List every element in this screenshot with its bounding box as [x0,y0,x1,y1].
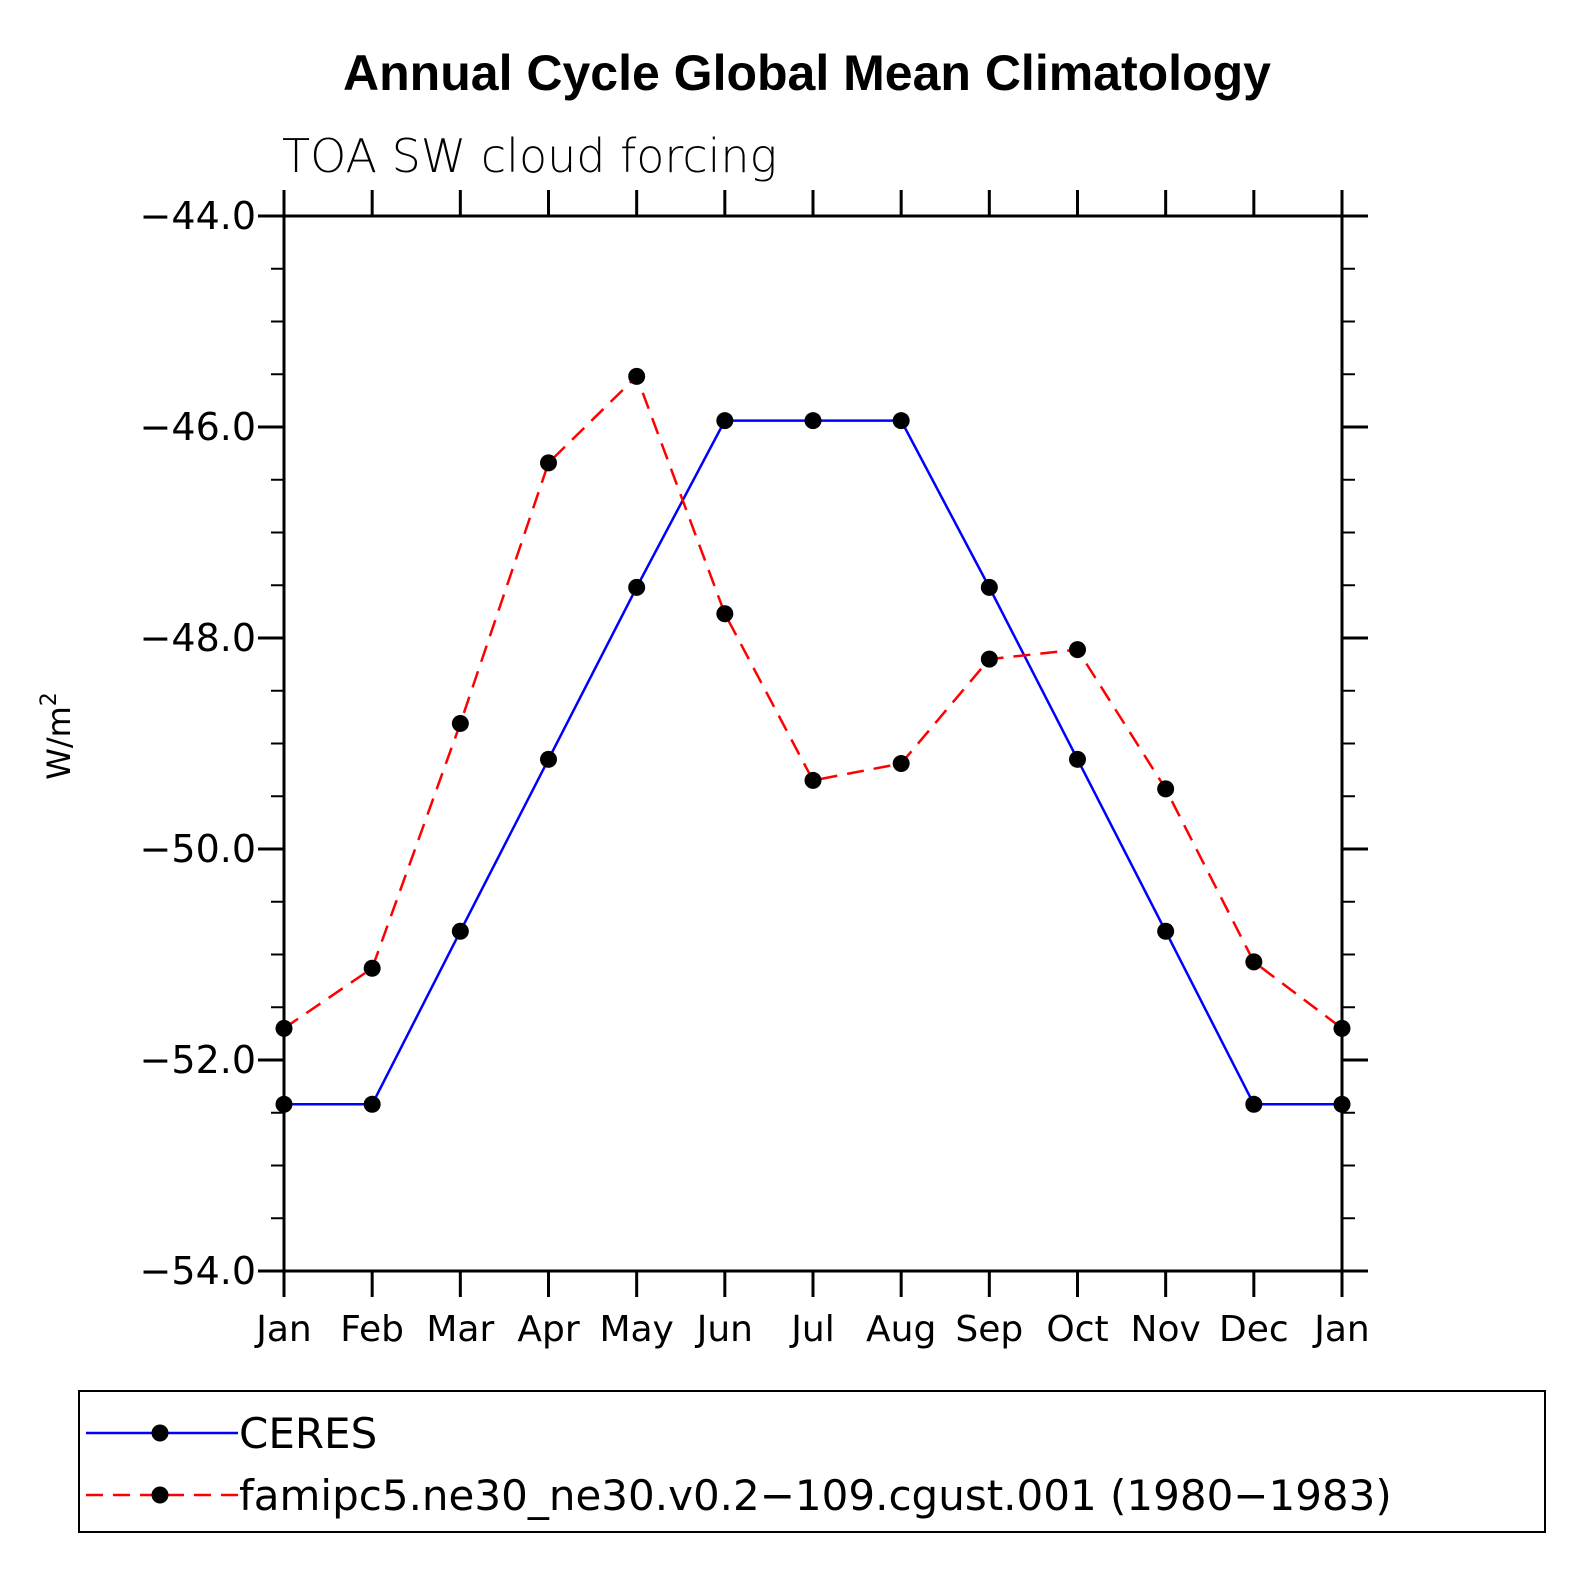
series-2-point [980,650,998,668]
legend-swatch-marker [151,1486,169,1504]
series-2-point [363,959,381,977]
plot-frame [282,214,1344,1273]
ylabel-superscript: 2 [37,692,62,706]
x-tick-label: Sep [955,1309,1023,1350]
legend-swatch-marker [151,1424,169,1442]
series-1-point [1333,1095,1351,1113]
series-2-point [275,1019,293,1037]
x-tick-label: Oct [1046,1309,1108,1350]
ylabel-text: W/m [40,706,78,780]
series-1-point [1245,1095,1263,1113]
x-tick-label: May [599,1309,673,1350]
series-line-2 [283,374,1343,1030]
series-1-point [980,578,998,596]
x-tick-label: Feb [340,1309,404,1350]
series-1-point [451,922,469,940]
y-tick-label: −46.0 [140,405,256,449]
y-tick-label: −50.0 [140,827,256,871]
chart-subtitle: TOA SW cloud forcing [282,129,777,183]
x-tick-label: Mar [426,1309,494,1350]
series-2-point [892,755,910,773]
x-tick-label: Jun [695,1309,753,1350]
series-1-point [540,750,557,768]
x-tick-label: Jul [789,1309,834,1350]
series-1-point [1069,750,1086,768]
y-tick-label: −52.0 [140,1038,256,1082]
x-tick-label: Jan [1312,1309,1370,1350]
legend-label: CERES [239,1409,377,1458]
series-1-point [892,412,910,430]
x-tick-label: Dec [1219,1309,1289,1350]
series-2-point [1245,953,1263,971]
series-2-point [1333,1019,1351,1037]
y-tick-label: −48.0 [140,616,256,660]
legend-label: famipc5.ne30_ne30.v0.2−109.cgust.001 (19… [239,1471,1392,1520]
series-2-point [628,367,646,385]
legend: CERES famipc5.ne30_ne30.v0.2−109.cgust.00… [78,1390,1546,1533]
x-tick-label: Jan [254,1309,312,1350]
chart-title: Annual Cycle Global Mean Climatology [343,45,1271,101]
axes: −44.0 −46.0 −48.0 −50.0 −52.0 −54.0 Jan Feb Mar A… [140,190,1370,1350]
legend-box [78,1390,1546,1533]
series-1-point [363,1095,381,1113]
y-tick-label: −44.0 [140,194,256,238]
series-2-point [716,605,734,623]
y-tick-label: −54.0 [140,1249,256,1293]
series-2-point [451,714,469,732]
series-line-1 [284,419,1342,1106]
series-2-point [540,454,557,472]
y-axis-title: W/m2 [37,692,78,780]
svg-text:W/m2: W/m2 [37,692,78,780]
series-1-point [716,412,734,430]
series-1-point [628,578,646,596]
series-2-point [1069,641,1086,659]
series-1-point [1157,922,1175,940]
x-tick-label: Nov [1131,1309,1201,1350]
series-1-point [804,412,822,430]
x-tick-label: Aug [866,1309,936,1350]
series-1-point [275,1095,293,1113]
series-2-point [1157,780,1175,798]
series-layer [275,367,1351,1113]
x-tick-label: Apr [517,1309,579,1350]
series-2-point [804,771,822,789]
